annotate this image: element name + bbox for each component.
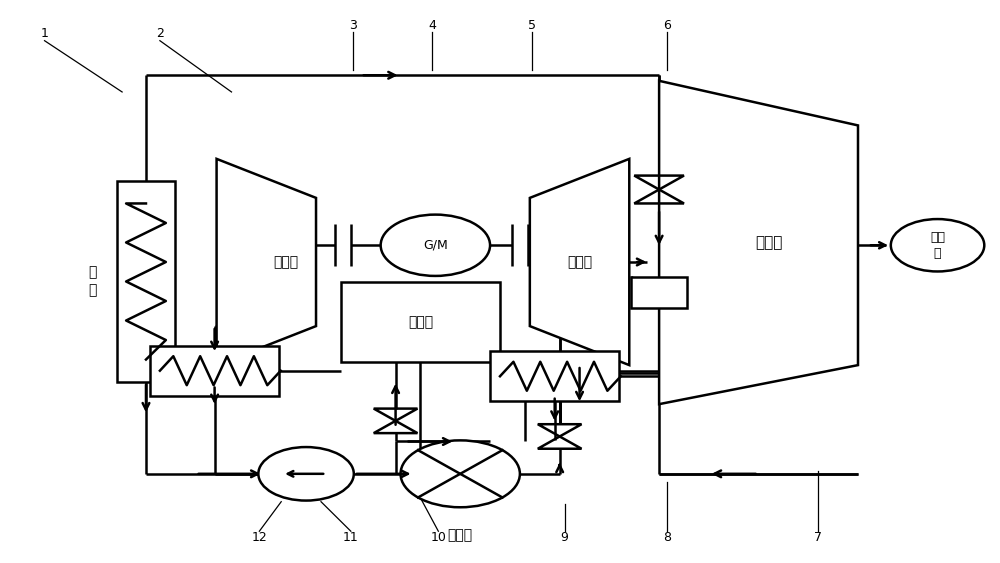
Text: 8: 8	[663, 531, 671, 544]
Bar	[631, 277, 687, 309]
Text: 热用户: 热用户	[448, 529, 473, 542]
Text: 膨胀机: 膨胀机	[567, 255, 592, 269]
Text: 5: 5	[528, 19, 536, 32]
Bar	[490, 351, 619, 401]
Text: 储气罐: 储气罐	[408, 315, 433, 329]
Circle shape	[891, 219, 984, 271]
Text: 发电
机: 发电 机	[930, 231, 945, 260]
Polygon shape	[217, 159, 316, 365]
Text: 12: 12	[251, 531, 267, 544]
Circle shape	[381, 215, 490, 276]
Text: 11: 11	[343, 531, 359, 544]
Text: 7: 7	[814, 531, 822, 544]
Text: 1: 1	[41, 27, 48, 40]
Text: 2: 2	[156, 27, 164, 40]
Circle shape	[258, 447, 354, 501]
Text: 锅
炉: 锅 炉	[88, 265, 96, 298]
Text: 9: 9	[561, 531, 569, 544]
Text: 压缩机: 压缩机	[274, 255, 299, 269]
Bar	[341, 282, 500, 363]
Bar	[117, 181, 175, 382]
Text: 4: 4	[428, 19, 436, 32]
Text: 3: 3	[349, 19, 357, 32]
Text: 汽轮机: 汽轮机	[755, 235, 782, 250]
Text: 10: 10	[430, 531, 446, 544]
Circle shape	[401, 440, 520, 507]
Polygon shape	[659, 81, 858, 404]
Polygon shape	[530, 159, 629, 365]
Bar	[150, 346, 279, 396]
Text: 6: 6	[663, 19, 671, 32]
Text: G/M: G/M	[423, 239, 448, 252]
